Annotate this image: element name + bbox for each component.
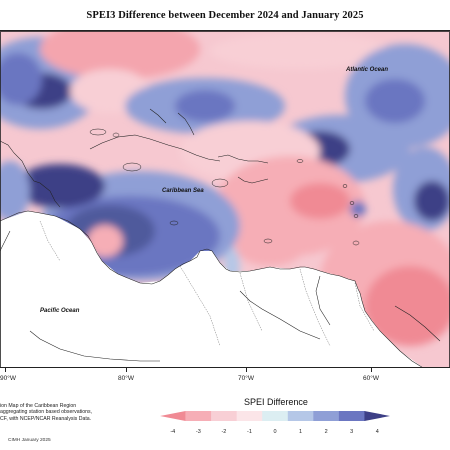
- legend-bars: [160, 411, 390, 421]
- legend-swatch: [287, 411, 314, 421]
- legend-swatch: [185, 411, 212, 421]
- legend-tick-label: -4: [170, 429, 175, 435]
- south-central-america-land: [0, 211, 423, 367]
- legend-colorbar: -4 -3 -2 -1 0 1 2 3 4: [160, 411, 390, 435]
- legend-swatch: [313, 411, 340, 421]
- legend-tick-label: 3: [350, 429, 353, 435]
- lon-label-90w: 90°W: [0, 375, 16, 382]
- lon-label-60w: 60°W: [363, 375, 379, 382]
- map-notes: ion Map of the Caribbean Region aggregat…: [0, 403, 140, 422]
- legend-tick-label: 2: [325, 429, 328, 435]
- map-frame: Atlantic Ocean Caribbean Sea Pacific Oce…: [0, 30, 450, 368]
- coastlines: [0, 108, 441, 367]
- legend-tick-label: 4: [376, 429, 379, 435]
- legend-tick-label: -3: [196, 429, 201, 435]
- legend-swatch: [262, 411, 289, 421]
- atlantic-ocean-label: Atlantic Ocean: [346, 67, 389, 73]
- spei-difference-map: [0, 31, 450, 367]
- legend-swatch: [364, 411, 390, 421]
- map-title: SPEI3 Difference between December 2024 a…: [86, 9, 364, 21]
- legend-tick-label: -2: [221, 429, 226, 435]
- pacific-ocean-label: Pacific Ocean: [40, 308, 80, 314]
- legend-swatch: [211, 411, 237, 421]
- credit-text: CIMH January 2025: [8, 438, 51, 443]
- caribbean-sea-label: Caribbean Sea: [162, 188, 204, 194]
- legend-tick-label: 1: [299, 429, 302, 435]
- lon-tick: [246, 368, 247, 372]
- lon-tick: [371, 368, 372, 372]
- lon-label-70w: 70°W: [238, 375, 254, 382]
- note-line-1: ion Map of the Caribbean Region: [0, 403, 77, 409]
- legend-swatch: [160, 411, 186, 421]
- legend-tick-label: -1: [247, 429, 252, 435]
- legend-swatch: [338, 411, 365, 421]
- lon-tick: [126, 368, 127, 372]
- country-borders: [39, 220, 375, 347]
- lon-label-80w: 80°W: [118, 375, 134, 382]
- legend-title: SPEI Difference: [244, 397, 308, 407]
- note-line-2: aggregating station based observations,: [0, 409, 92, 416]
- legend-tick-label: 0: [273, 429, 276, 435]
- spei-color-field: [0, 31, 450, 367]
- lon-tick: [5, 368, 6, 372]
- map-title-bar: SPEI3 Difference between December 2024 a…: [0, 0, 450, 30]
- note-line-3: CF, with NCEP/NCAR Reanalysis Data.: [0, 415, 92, 422]
- legend-labels: -4 -3 -2 -1 0 1 2 3 4: [170, 429, 378, 435]
- island-outlines: [89, 128, 360, 246]
- legend-swatch: [236, 411, 263, 421]
